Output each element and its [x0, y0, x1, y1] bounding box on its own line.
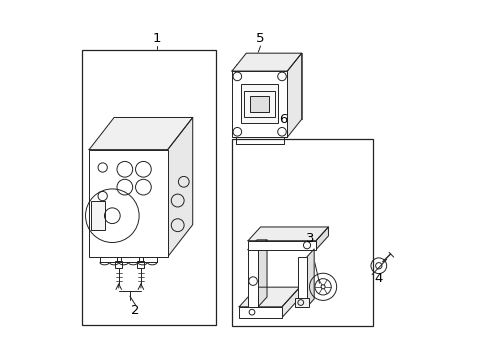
Polygon shape: [258, 240, 266, 307]
Polygon shape: [167, 117, 192, 257]
Polygon shape: [306, 249, 313, 307]
Text: 6: 6: [279, 113, 287, 126]
Polygon shape: [282, 287, 299, 318]
Bar: [115, 261, 122, 267]
Bar: [239, 307, 282, 318]
Bar: [117, 257, 121, 261]
Bar: [241, 84, 278, 123]
Text: 5: 5: [256, 32, 264, 45]
Text: 3: 3: [305, 233, 314, 246]
Polygon shape: [89, 117, 192, 150]
Bar: [231, 139, 372, 327]
Bar: [244, 91, 274, 117]
Bar: [294, 298, 308, 307]
Bar: [139, 257, 142, 261]
Bar: [298, 257, 306, 307]
Bar: [89, 150, 167, 257]
Bar: [247, 249, 258, 307]
Polygon shape: [315, 227, 328, 249]
Bar: [137, 261, 144, 267]
Bar: [249, 96, 269, 112]
Text: 2: 2: [131, 304, 140, 317]
Polygon shape: [247, 240, 266, 249]
Polygon shape: [231, 53, 301, 71]
Polygon shape: [287, 53, 301, 137]
Bar: [247, 241, 315, 249]
Polygon shape: [239, 287, 299, 307]
Bar: [82, 50, 216, 325]
Text: 4: 4: [373, 272, 382, 285]
Polygon shape: [247, 227, 328, 241]
Polygon shape: [246, 53, 301, 119]
Bar: [91, 201, 105, 230]
Bar: [231, 71, 287, 137]
Text: 1: 1: [152, 32, 161, 45]
